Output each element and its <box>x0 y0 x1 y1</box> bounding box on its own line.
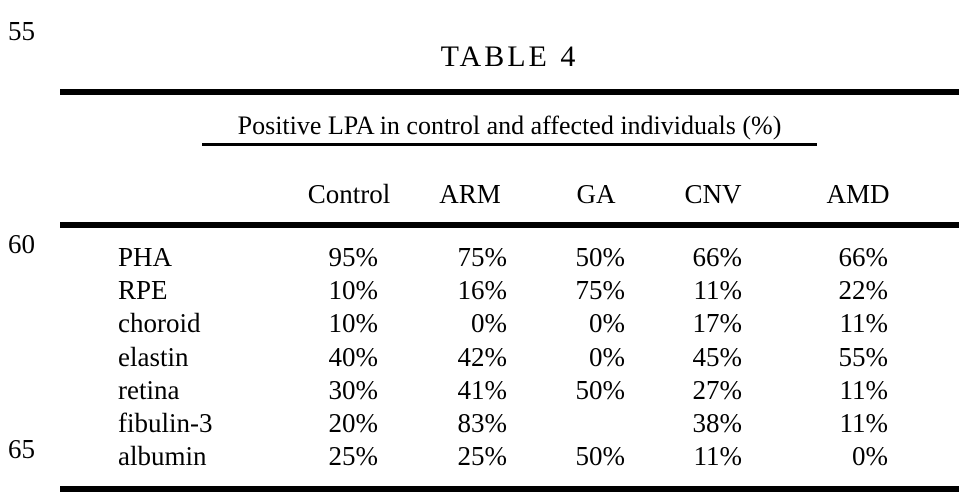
table-row-pha: PHA 95% 75% 50% 66% 66% <box>60 241 959 274</box>
margin-line-number-65: 65 <box>8 434 35 464</box>
cell-control: 30% <box>328 374 379 405</box>
table-4-region: TABLE 4 Positive LPA in control and affe… <box>60 0 959 500</box>
row-label: RPE <box>118 275 168 306</box>
table-header-rule <box>60 222 959 228</box>
margin-line-number-60: 60 <box>8 229 35 259</box>
cell-amd: 11% <box>839 374 889 405</box>
row-label: albumin <box>118 441 207 472</box>
margin-line-number-55: 55 <box>8 16 35 46</box>
row-label: fibulin-3 <box>118 407 213 438</box>
cell-ga: 0% <box>589 341 625 372</box>
column-header-control: Control <box>307 179 391 209</box>
cell-cnv: 45% <box>692 341 743 372</box>
row-label: PHA <box>118 242 173 272</box>
table-subtitle: Positive LPA in control and affected ind… <box>201 110 818 147</box>
table-row-fibulin-3: fibulin-3 20% 83% 38% 11% <box>60 407 959 440</box>
row-label: retina <box>118 374 180 405</box>
cell-ga: 0% <box>589 308 625 339</box>
cell-cnv: 27% <box>692 374 743 405</box>
cell-amd: 0% <box>852 441 888 472</box>
table-title: TABLE 4 <box>440 40 579 73</box>
cell-ga: 50% <box>575 441 626 472</box>
cell-arm: 0% <box>471 308 507 339</box>
cell-arm: 16% <box>457 275 508 306</box>
cell-amd: 55% <box>838 341 889 372</box>
cell-arm: 75% <box>457 242 508 272</box>
table-row-rpe: RPE 10% 16% 75% 11% 22% <box>60 274 959 307</box>
cell-ga: 50% <box>575 242 626 272</box>
table-top-rule <box>60 89 959 95</box>
cell-amd: 66% <box>838 242 889 272</box>
cell-arm: 25% <box>457 441 508 472</box>
cell-cnv: 38% <box>692 407 743 438</box>
cell-arm: 41% <box>457 374 508 405</box>
cell-control: 20% <box>328 407 379 438</box>
row-label: choroid <box>118 308 201 339</box>
cell-cnv: 11% <box>693 441 743 472</box>
cell-amd: 11% <box>839 407 889 438</box>
cell-arm: 42% <box>457 341 508 372</box>
table-bottom-rule <box>60 486 959 492</box>
cell-amd: 11% <box>839 308 889 339</box>
table-subtitle-wrap: Positive LPA in control and affected ind… <box>60 110 959 147</box>
table-row-elastin: elastin 40% 42% 0% 45% 55% <box>60 341 959 374</box>
cell-control: 10% <box>328 275 379 306</box>
cell-cnv: 66% <box>692 242 743 272</box>
table-body: PHA 95% 75% 50% 66% 66% RPE 10% 16% 75% … <box>60 241 959 473</box>
cell-arm: 83% <box>457 407 508 438</box>
cell-control: 10% <box>328 308 379 339</box>
cell-cnv: 17% <box>692 308 743 339</box>
column-header-arm: ARM <box>439 179 501 209</box>
cell-ga: 75% <box>575 275 626 306</box>
cell-control: 40% <box>328 341 379 372</box>
table-row-albumin: albumin 25% 25% 50% 11% 0% <box>60 440 959 473</box>
table-row-choroid: choroid 10% 0% 0% 17% 11% <box>60 307 959 340</box>
cell-ga: 50% <box>575 374 626 405</box>
table-row-retina: retina 30% 41% 50% 27% 11% <box>60 374 959 407</box>
cell-amd: 22% <box>838 275 889 306</box>
cell-control: 25% <box>328 441 379 472</box>
row-label: elastin <box>118 341 189 372</box>
cell-cnv: 11% <box>693 275 743 306</box>
column-header-ga: GA <box>576 179 616 209</box>
cell-control: 95% <box>328 242 379 272</box>
column-header-amd: AMD <box>826 179 890 209</box>
column-header-cnv: CNV <box>684 179 742 209</box>
